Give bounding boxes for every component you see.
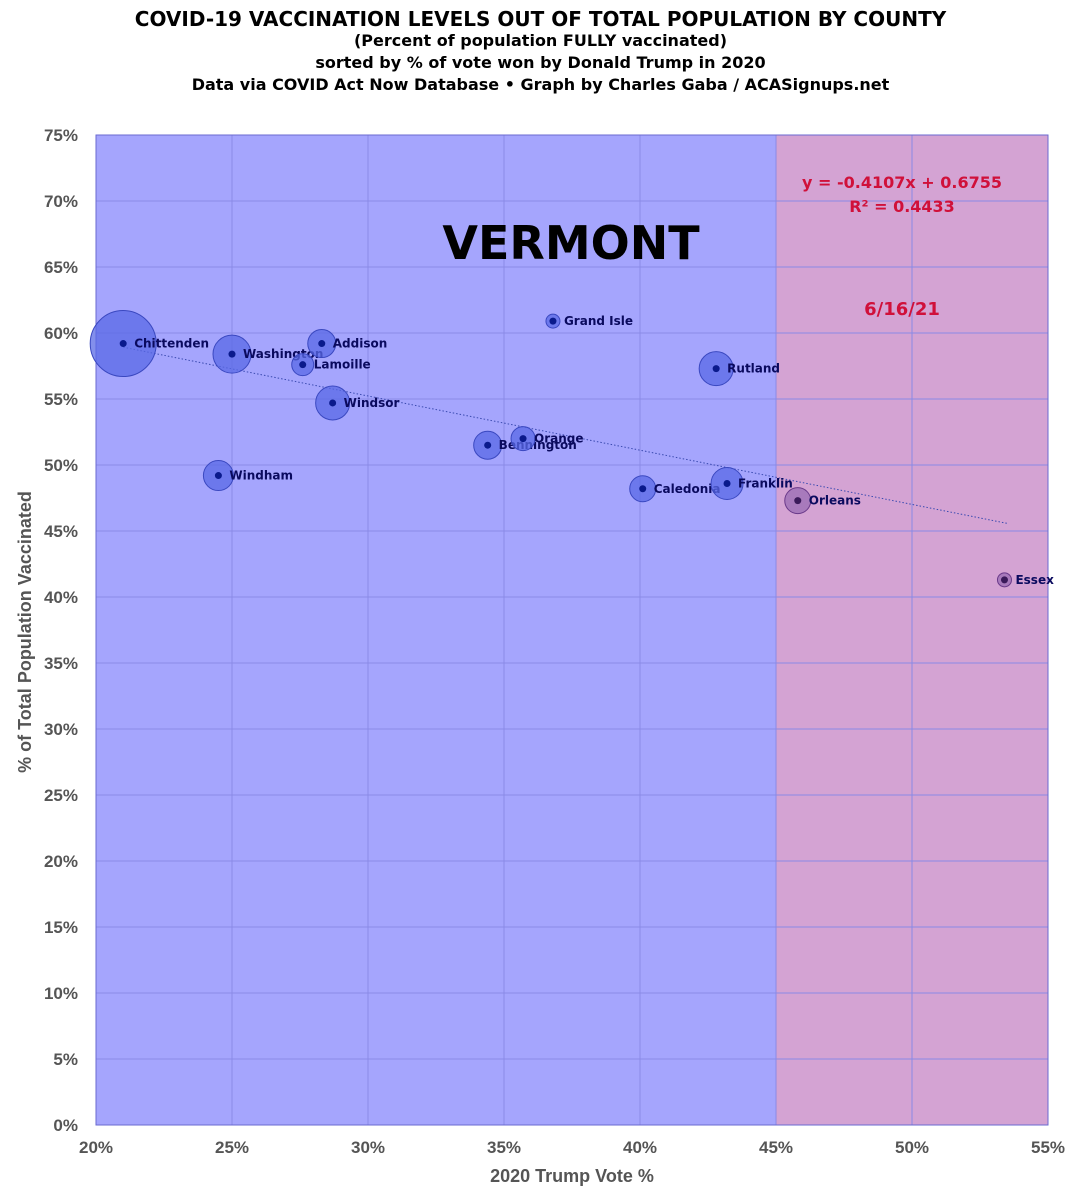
point-label: Caledonia <box>654 482 721 496</box>
point-label: Grand Isle <box>564 314 633 328</box>
point-essex: Essex <box>996 572 1054 588</box>
point-dot <box>549 317 557 325</box>
point-dot <box>639 485 647 493</box>
point-windham: Windham <box>202 460 293 492</box>
x-tick-label: 20% <box>79 1138 113 1157</box>
grid-layer <box>95 134 1049 1126</box>
x-tick-label: 35% <box>487 1138 521 1157</box>
point-orange: Orange <box>510 426 584 452</box>
point-caledonia: Caledonia <box>629 475 721 503</box>
point-label: Addison <box>333 337 388 351</box>
x-tick-label: 45% <box>759 1138 793 1157</box>
y-tick-label: 0% <box>53 1116 78 1135</box>
point-addison: Addison <box>307 329 388 359</box>
point-label: Lamoille <box>314 358 371 372</box>
regions-layer <box>96 135 1048 1125</box>
date-label: 6/16/21 <box>864 299 940 320</box>
y-tick-label: 5% <box>53 1050 78 1069</box>
points-layer: ChittendenWindhamWashingtonLamoilleAddis… <box>89 310 1054 588</box>
point-label: Orange <box>534 432 584 446</box>
point-label: Franklin <box>738 476 793 490</box>
point-franklin: Franklin <box>710 466 793 500</box>
trendline-equation: y = -0.4107x + 0.6755 <box>802 173 1002 192</box>
point-dot <box>484 441 492 449</box>
point-label: Orleans <box>809 494 861 508</box>
point-label: Rutland <box>727 362 780 376</box>
x-axis-label: 2020 Trump Vote % <box>490 1166 654 1186</box>
point-dot <box>119 340 127 348</box>
y-tick-label: 25% <box>44 786 78 805</box>
point-grand-isle: Grand Isle <box>545 313 633 329</box>
y-tick-label: 45% <box>44 522 78 541</box>
y-tick-label: 50% <box>44 456 78 475</box>
point-label: Windsor <box>344 396 400 410</box>
r-squared-label: R² = 0.4433 <box>849 197 955 216</box>
y-tick-label: 20% <box>44 852 78 871</box>
y-axis-label: % of Total Population Vaccinated <box>15 491 35 773</box>
point-lamoille: Lamoille <box>291 353 371 377</box>
point-windsor: Windsor <box>315 385 400 421</box>
y-tick-label: 40% <box>44 588 78 607</box>
y-tick-label: 10% <box>44 984 78 1003</box>
x-tick-label: 25% <box>215 1138 249 1157</box>
plot-border <box>95 134 1049 1126</box>
y-tick-label: 65% <box>44 258 78 277</box>
x-tick-label: 30% <box>351 1138 385 1157</box>
state-label: VERMONT <box>442 216 700 270</box>
region-0 <box>96 135 776 1125</box>
y-tick-label: 55% <box>44 390 78 409</box>
point-chittenden: Chittenden <box>89 310 209 378</box>
point-dot <box>299 361 307 369</box>
chart-title-block: COVID-19 VACCINATION LEVELS OUT OF TOTAL… <box>0 8 1081 96</box>
chart-title: COVID-19 VACCINATION LEVELS OUT OF TOTAL… <box>134 7 947 31</box>
chart-subtitle-2: sorted by % of vote won by Donald Trump … <box>315 53 766 72</box>
chart-subtitle-1: (Percent of population FULLY vaccinated) <box>353 31 727 50</box>
point-dot <box>228 350 236 358</box>
x-tick-label: 50% <box>895 1138 929 1157</box>
point-orleans: Orleans <box>784 487 861 515</box>
x-tick-label: 55% <box>1031 1138 1065 1157</box>
point-label: Essex <box>1015 573 1054 587</box>
y-tick-label: 35% <box>44 654 78 673</box>
y-tick-label: 15% <box>44 918 78 937</box>
point-dot <box>329 399 337 407</box>
point-dot <box>723 479 731 487</box>
point-dot <box>794 497 802 505</box>
y-tick-label: 30% <box>44 720 78 739</box>
point-rutland: Rutland <box>698 351 780 387</box>
point-dot <box>1000 576 1008 584</box>
point-dot <box>318 340 326 348</box>
ticks-layer: 20% 25% 30% 35% 40% 45% 50% 55% 0% 5% 10% 15% 20% 25%… <box>44 126 1065 1157</box>
y-tick-label: 75% <box>44 126 78 145</box>
y-tick-label: 70% <box>44 192 78 211</box>
point-dot <box>214 472 222 480</box>
point-dot <box>519 435 527 443</box>
chart-subtitle-3: Data via COVID Act Now Database • Graph … <box>191 75 890 94</box>
y-tick-label: 60% <box>44 324 78 343</box>
point-label: Chittenden <box>134 337 209 351</box>
point-label: Windham <box>229 469 293 483</box>
point-dot <box>712 365 720 373</box>
x-tick-label: 40% <box>623 1138 657 1157</box>
